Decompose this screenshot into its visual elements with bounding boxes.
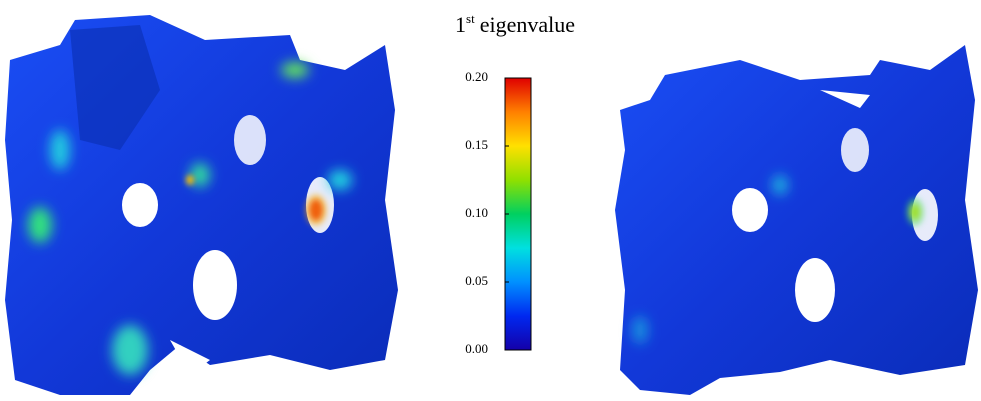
tick-label: 0.15 <box>465 137 488 152</box>
colorbar-bar <box>504 77 532 351</box>
tick-label: 0.00 <box>465 341 488 356</box>
colorbar-title: 1st eigenvalue <box>455 11 575 37</box>
right-render <box>615 45 978 395</box>
tick-label: 0.20 <box>465 69 488 84</box>
title-base: 1 <box>455 12 466 37</box>
tick-label: 0.10 <box>465 205 488 220</box>
colorbar: 1st eigenvalue 0.00 0.05 0.10 0.15 0.20 <box>455 11 575 356</box>
title-text: eigenvalue <box>480 12 575 37</box>
left-render <box>5 15 398 395</box>
title-superscript: st <box>466 11 475 26</box>
tick-label: 0.05 <box>465 273 488 288</box>
